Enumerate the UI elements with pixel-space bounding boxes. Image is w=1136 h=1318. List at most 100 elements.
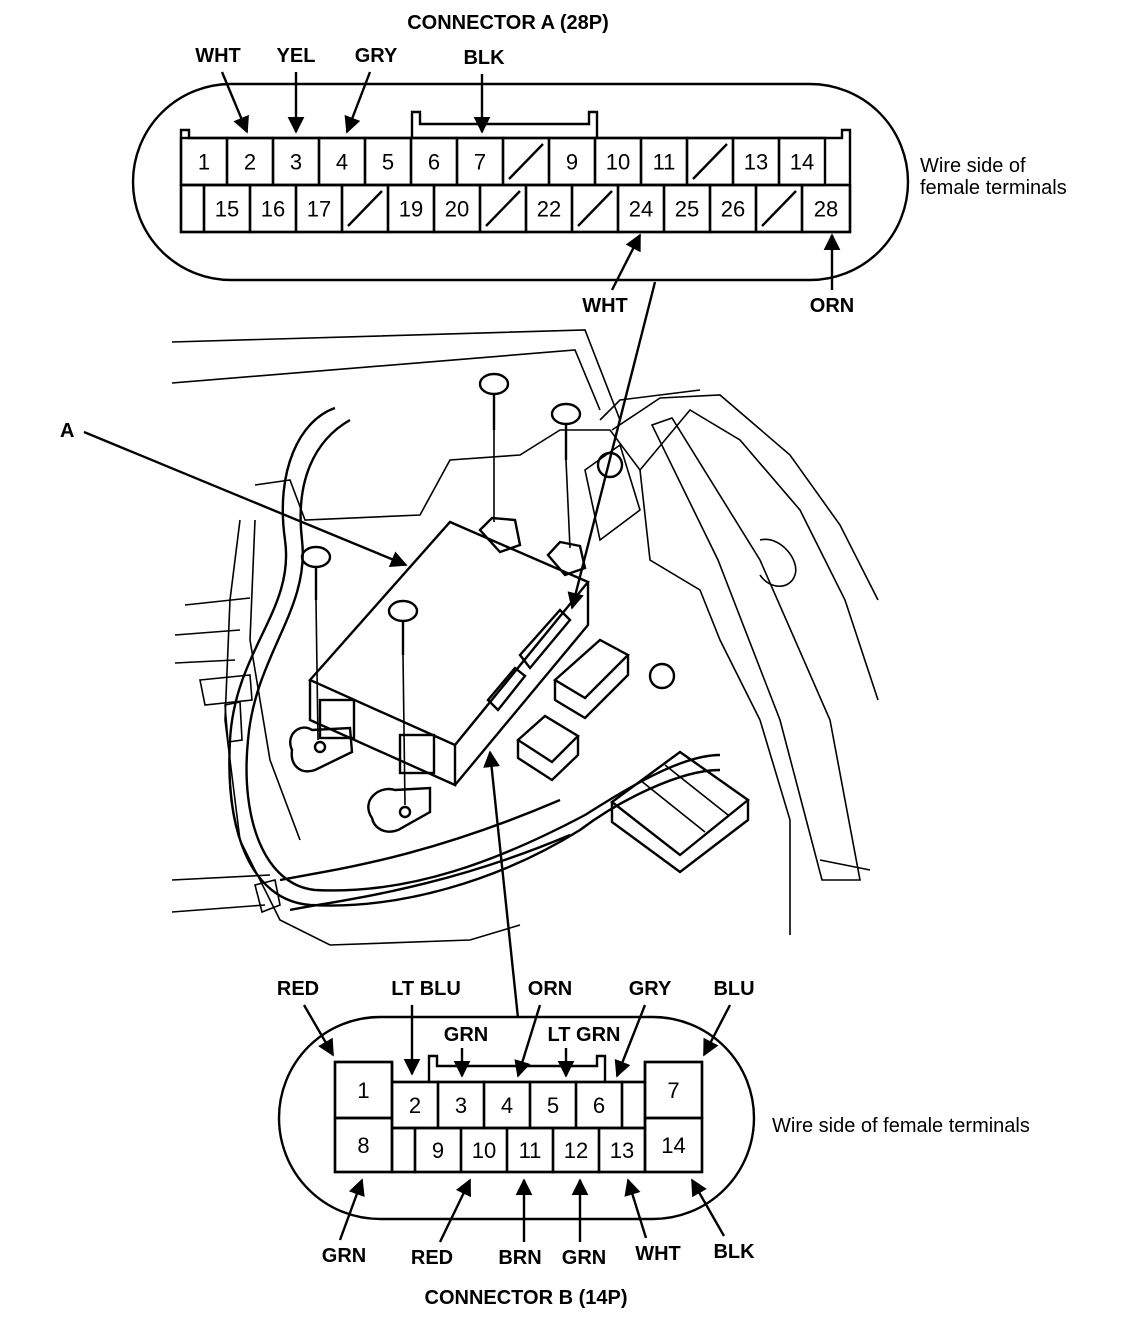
connector-b-terminal-12-label: 12 (564, 1138, 588, 1163)
connector-a-terminal-top-2: 2 (225, 136, 275, 187)
connector-a-terminal-bottom-4-label: 17 (307, 197, 331, 222)
connector-a-terminal-bottom-10-blank (577, 190, 613, 227)
wire-label-b14: BLK (713, 1241, 755, 1263)
wire-label-b4: ORN (528, 978, 572, 1000)
connector-a-terminal-bottom-1-box (179, 183, 206, 234)
connector-b-terminal-bottom-empty (390, 1126, 417, 1174)
wire-arrow-b8 (338, 1178, 365, 1241)
connector-b-terminal-13: 13 (597, 1126, 647, 1174)
connector-a-terminal-top-6: 6 (409, 136, 459, 187)
connector-a-terminal-bottom-14 (754, 183, 804, 234)
connector-a-terminal-top-6-label: 6 (428, 150, 440, 175)
connector-b-cells: 12 3 4 5 678 9 10 11 12 13 14 (333, 1060, 704, 1174)
connector-a-terminal-top-2-label: 2 (244, 150, 256, 175)
connector-a-outline (131, 82, 910, 282)
connector-a-terminal-bottom-8-blank (485, 190, 521, 227)
connector-a-terminal-bottom-6: 19 (386, 183, 436, 234)
connector-a-terminal-bottom-10 (570, 183, 620, 234)
wire-label-a28: ORN (810, 295, 854, 317)
connector-a-terminal-bottom-5-blank (347, 190, 383, 227)
connector-b-outline (277, 1015, 756, 1221)
connector-a-terminal-bottom-12-label: 25 (675, 197, 699, 222)
connector-a-terminal-top-11: 11 (639, 136, 689, 187)
connector-b-latch (427, 1054, 607, 1082)
harness-connector (610, 750, 750, 857)
connector-a-terminal-top-5: 5 (363, 136, 413, 187)
connector-b-side-note: Wire side of female terminals (772, 1115, 1030, 1137)
connector-a-terminal-top-4-label: 4 (336, 150, 348, 175)
connector-b-terminal-11-label: 11 (519, 1138, 542, 1163)
connector-a-terminal-top-10: 10 (593, 136, 643, 187)
connector-a-terminal-top-3: 3 (271, 136, 321, 187)
wire-arrow-b9 (438, 1178, 472, 1243)
connector-a-terminal-bottom-7-label: 20 (445, 197, 469, 222)
connector-a: CONNECTOR A (28P) 1 2 3 4 5 6 7 9 10 11 13 14 15 16 1… (131, 12, 1067, 317)
connector-a-title: CONNECTOR A (28P) (407, 12, 609, 34)
connector-a-terminal-top-5-label: 5 (382, 150, 394, 175)
connector-b-terminal-14-label: 14 (661, 1133, 685, 1158)
wire-label-b6: GRY (629, 978, 672, 1000)
connector-b: 12 3 4 5 678 9 10 11 12 13 14 RED LT BLU GRN ORN L… (277, 978, 1030, 1309)
connector-a-terminal-bottom-3-label: 16 (261, 197, 285, 222)
connector-b-terminal-7: 7 (643, 1060, 704, 1120)
connector-a-terminal-bottom-9-label: 22 (537, 197, 561, 222)
connector-b-terminal-14-box (643, 1116, 704, 1174)
wire-arrow-a2 (220, 71, 249, 134)
wire-arrow-b13 (624, 1178, 648, 1239)
connector-b-terminal-3: 3 (436, 1080, 486, 1130)
connector-a-terminal-bottom-13: 26 (708, 183, 758, 234)
connector-a-terminal-top-1-label: 1 (198, 150, 210, 175)
connector-a-terminal-bottom-12: 25 (662, 183, 712, 234)
connector-b-terminal-top-empty (620, 1080, 647, 1130)
wire-label-b9: RED (411, 1247, 453, 1269)
connector-a-terminal-bottom-2: 15 (202, 183, 252, 234)
connector-b-terminal-4-label: 4 (501, 1093, 513, 1118)
component-a-leader (83, 430, 408, 567)
connector-a-terminal-bottom-13-label: 26 (721, 197, 745, 222)
wire-arrow-b14 (690, 1178, 726, 1237)
connector-b-terminal-12: 12 (551, 1126, 601, 1174)
wire-label-a2: WHT (195, 45, 241, 67)
wire-label-a24: WHT (582, 295, 628, 317)
connector-a-terminal-bottom-15-box (800, 183, 852, 234)
wire-arrow-b6 (614, 1004, 647, 1078)
wire-label-b12: GRN (562, 1247, 606, 1269)
wire-label-b7: BLU (713, 978, 754, 1000)
connector-a-terminal-top-8 (501, 136, 551, 187)
wire-label-b11: BRN (498, 1247, 541, 1269)
connector-a-terminal-top-13-label: 13 (744, 150, 768, 175)
wire-arrow-b4 (514, 1004, 542, 1078)
installation-illustration: A (60, 281, 879, 1019)
connector-b-terminal-9: 9 (413, 1126, 463, 1174)
connector-b-terminal-6: 6 (574, 1080, 624, 1130)
connector-b-terminal-5-label: 5 (547, 1093, 559, 1118)
wire-arrow-b1 (302, 1004, 335, 1057)
connector-b-link-arrow (483, 750, 520, 1019)
connector-b-terminal-10-label: 10 (472, 1138, 496, 1163)
connector-a-terminal-bottom-8 (478, 183, 528, 234)
connector-b-terminal-1: 1 (333, 1060, 394, 1120)
connector-a-terminal-top-9: 9 (547, 136, 597, 187)
wire-label-b13: WHT (635, 1243, 681, 1265)
control-unit-top (308, 520, 590, 747)
connector-a-terminal-top-14-label: 14 (790, 150, 814, 175)
connector-a-terminal-bottom-5 (340, 183, 390, 234)
wire-arrow-a24 (610, 233, 642, 291)
wire-label-b5: LT GRN (548, 1024, 621, 1046)
connector-a-terminal-top-8-blank (508, 143, 544, 180)
connector-b-terminal-4: 4 (482, 1080, 532, 1130)
connector-a-terminal-bottom-4: 17 (294, 183, 344, 234)
connector-b-terminal-8: 8 (333, 1116, 394, 1174)
connector-a-terminal-top-14: 14 (777, 136, 827, 187)
connector-a-link-arrow (567, 281, 657, 610)
connector-b-terminal-7-label: 7 (667, 1078, 679, 1103)
wire-label-a7: BLK (463, 47, 505, 69)
wire-label-b1: RED (277, 978, 319, 1000)
connector-b-title: CONNECTOR B (14P) (425, 1287, 628, 1309)
connector-b-terminal-8-label: 8 (357, 1133, 369, 1158)
wire-arrow-a4 (344, 71, 372, 134)
connector-b-terminal-2: 2 (390, 1080, 440, 1130)
bolt-icon (300, 372, 582, 806)
connector-a-terminal-bottom-11: 24 (616, 183, 666, 234)
